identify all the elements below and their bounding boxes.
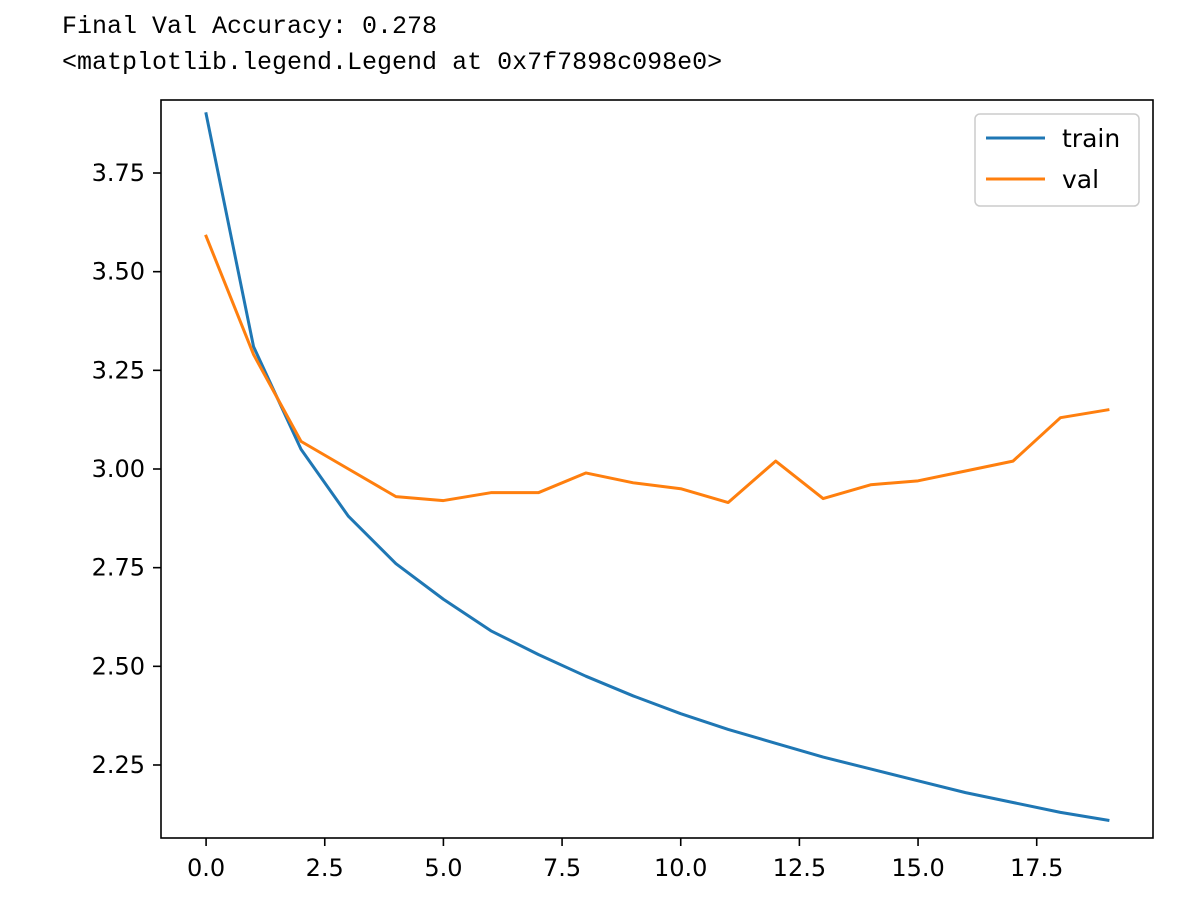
series-line-train — [204, 112, 1110, 822]
legend-label-val: val — [1062, 165, 1099, 194]
x-tick-label: 15.0 — [891, 854, 944, 882]
y-tick-label: 3.00 — [92, 455, 145, 483]
series-line-val — [204, 234, 1110, 505]
x-tick-label: 7.5 — [543, 854, 581, 882]
output-text-accuracy: Final Val Accuracy: 0.278 — [62, 12, 438, 41]
x-tick-label: 5.0 — [424, 854, 462, 882]
x-tick-label: 12.5 — [773, 854, 826, 882]
output-text-legend-repr: <matplotlib.legend.Legend at 0x7f7898c09… — [62, 48, 723, 77]
y-tick-label: 2.25 — [92, 751, 145, 779]
y-tick-label: 2.50 — [92, 652, 145, 680]
axis-ticks: 0.0 2.5 5.0 7.5 10.0 12.5 15.0 17.5 2.25 2.50 2.75… — [92, 159, 1064, 882]
axes-frame — [160, 99, 1154, 839]
y-tick-label: 2.75 — [92, 554, 145, 582]
y-tick-label: 3.25 — [92, 356, 145, 384]
legend-label-train: train — [1062, 124, 1120, 153]
x-tick-label: 17.5 — [1010, 854, 1063, 882]
series-lines — [204, 112, 1110, 822]
y-tick-label: 3.50 — [92, 258, 145, 286]
y-tick-label: 3.75 — [92, 159, 145, 187]
x-tick-label: 0.0 — [187, 854, 225, 882]
legend: train val — [974, 113, 1140, 207]
x-tick-label: 10.0 — [654, 854, 707, 882]
x-tick-label: 2.5 — [306, 854, 344, 882]
